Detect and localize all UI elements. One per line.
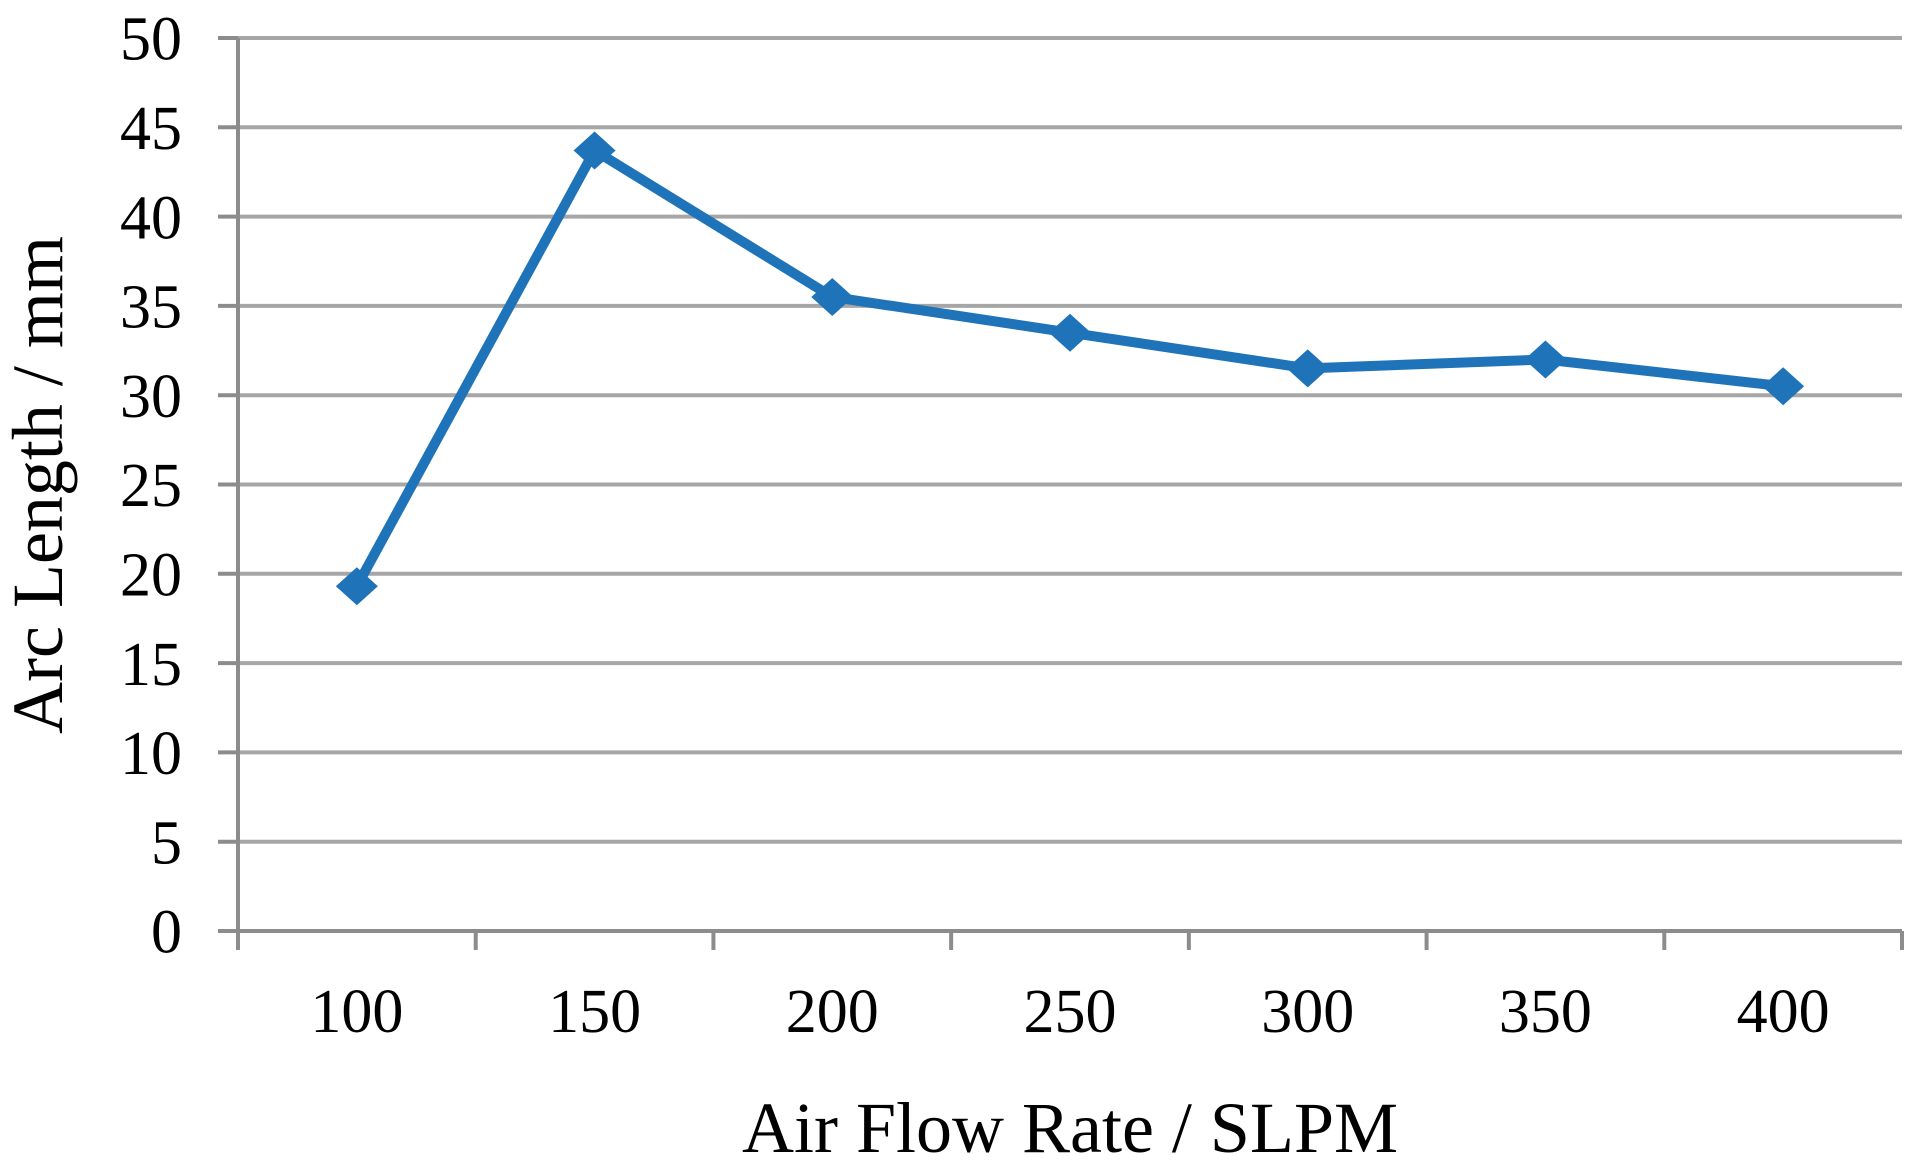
x-tick-label: 100	[310, 978, 403, 1046]
y-tick-label: 40	[120, 184, 182, 252]
x-tick-label: 200	[786, 978, 879, 1046]
y-tick-label: 45	[120, 95, 182, 163]
y-tick-label: 5	[151, 809, 182, 877]
y-tick-label: 15	[120, 631, 182, 699]
x-axis-title: Air Flow Rate / SLPM	[742, 1088, 1398, 1168]
data-point-marker	[1762, 367, 1805, 406]
data-series	[335, 131, 1805, 606]
x-tick-label: 250	[1024, 978, 1117, 1046]
y-tick-label: 30	[120, 363, 182, 431]
data-point-marker	[811, 277, 854, 316]
y-tick-label: 0	[151, 899, 182, 967]
horizontal-gridlines	[238, 36, 1902, 933]
y-tick-label: 20	[120, 542, 182, 610]
x-tick-label: 350	[1499, 978, 1592, 1046]
y-axis-tick-labels: 0 5 10 15 20 25 30 35 40 45 50	[120, 6, 182, 967]
y-axis-title: Arc Length / mm	[0, 236, 78, 734]
y-tick-label: 50	[120, 6, 182, 74]
y-tick-label: 10	[120, 720, 182, 788]
y-tick-label: 25	[120, 452, 182, 520]
y-axis-tick-marks	[218, 36, 238, 933]
data-point-marker	[1049, 313, 1091, 352]
data-point-marker	[1524, 340, 1567, 379]
axis-lines	[236, 38, 1902, 950]
x-tick-label: 300	[1261, 978, 1354, 1046]
data-point-marker	[573, 131, 616, 170]
x-tick-label: 150	[548, 978, 641, 1046]
y-tick-label: 35	[120, 274, 182, 342]
data-point-marker	[1286, 349, 1329, 388]
data-point-marker	[335, 567, 378, 606]
x-tick-label: 400	[1737, 978, 1830, 1046]
x-axis-tick-marks	[236, 931, 1904, 950]
x-axis-tick-labels: 100 150 200 250 300 350 400	[310, 978, 1829, 1046]
